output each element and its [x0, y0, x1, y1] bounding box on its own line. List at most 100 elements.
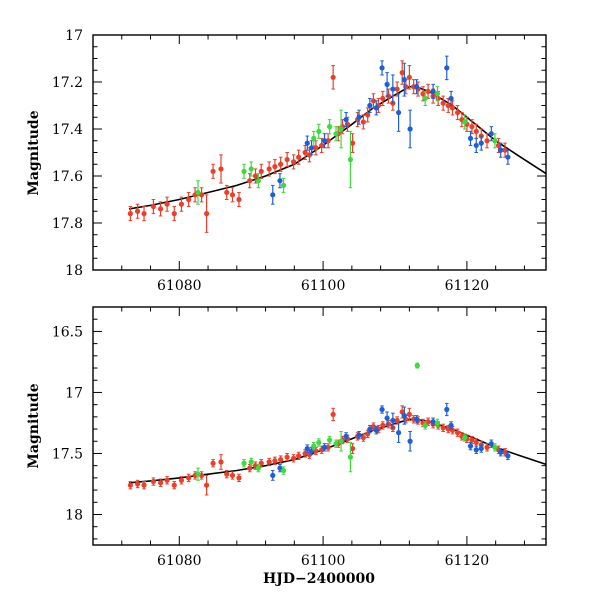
top-blue-data-point	[407, 126, 413, 132]
bottom-red-data-point	[272, 458, 278, 464]
bottom-green-data-point	[311, 443, 317, 449]
bottom-red-data-point	[469, 437, 475, 443]
bottom-blue-data-point	[467, 443, 474, 449]
bottom-red-data-point	[380, 422, 386, 428]
top-red-data-point	[229, 192, 236, 198]
top-green-data-point	[241, 168, 247, 174]
top-green-data-point	[347, 156, 354, 163]
top-blue-data-point	[356, 114, 362, 120]
top-blue-data-point	[498, 147, 504, 153]
bottom-red-data-point	[134, 481, 141, 487]
bottom-blue-data-point	[373, 427, 379, 433]
top-green-data-point	[311, 135, 317, 141]
top-red-data-point	[319, 142, 325, 149]
top-red-data-point	[127, 211, 133, 217]
bottom-y-tick-label: 18	[65, 507, 83, 523]
bottom-green-data-point	[248, 459, 254, 465]
top-green-data-point	[492, 138, 498, 144]
top-red-data-point	[454, 109, 461, 116]
bottom-red-data-point	[425, 419, 431, 425]
top-red-data-point	[399, 70, 405, 76]
bottom-red-data-point	[394, 417, 400, 424]
top-blue-data-point	[390, 86, 396, 92]
bottom-blue-data-point	[367, 426, 373, 432]
top-x-tick-label: 61080	[157, 278, 202, 294]
top-red-data-point	[502, 147, 508, 153]
bottom-blue-data-point	[413, 416, 420, 422]
bottom-blue-data-point	[448, 422, 454, 428]
bottom-green-data-point	[333, 441, 339, 447]
bottom-red-data-point	[178, 477, 185, 483]
top-blue-data-point	[488, 131, 494, 137]
top-red-data-point	[134, 208, 141, 214]
top-red-data-point	[171, 211, 177, 217]
top-red-data-point	[204, 211, 210, 217]
bottom-blue-data-point	[505, 453, 511, 459]
top-green-data-point	[333, 131, 339, 137]
bottom-green-data-point	[414, 362, 420, 369]
bottom-red-data-point	[473, 439, 479, 446]
bottom-green-data-point	[462, 434, 468, 441]
top-red-data-point	[484, 138, 490, 144]
bottom-red-data-point	[330, 411, 336, 418]
top-red-data-point	[440, 100, 446, 106]
top-blue-data-point	[384, 81, 390, 87]
bottom-red-data-point	[218, 459, 224, 465]
top-red-data-point	[236, 196, 242, 203]
top-y-tick-label: 17.8	[52, 216, 83, 232]
top-blue-data-point	[321, 138, 328, 144]
bottom-blue-data-point	[478, 445, 484, 452]
bottom-y-axis-title: Magnitude	[26, 383, 42, 468]
bottom-blue-data-point	[270, 472, 276, 479]
top-green-data-point	[462, 119, 468, 125]
top-red-data-point	[349, 140, 356, 146]
bottom-red-data-point	[150, 478, 156, 485]
bottom-blue-data-point	[356, 432, 362, 438]
top-blue-data-point	[277, 178, 283, 184]
top-green-data-point	[280, 182, 287, 188]
top-blue-data-point	[308, 145, 315, 151]
bottom-green-data-point	[326, 437, 333, 443]
top-y-tick-label: 17.2	[52, 75, 83, 91]
bottom-blue-data-point	[473, 447, 479, 453]
bottom-red-data-point	[236, 475, 242, 481]
bottom-blue-data-point	[390, 417, 396, 424]
bottom-red-data-point	[296, 453, 302, 459]
bottom-green-data-point	[492, 444, 498, 450]
top-y-tick-label: 18	[65, 263, 83, 279]
top-red-data-point	[420, 91, 426, 97]
bottom-red-data-point	[502, 449, 508, 455]
bottom-red-data-point	[284, 454, 290, 460]
top-green-data-point	[195, 189, 201, 196]
top-red-data-point	[473, 128, 479, 134]
bottom-red-data-point	[325, 444, 331, 450]
top-red-data-point	[164, 201, 170, 207]
top-red-data-point	[360, 119, 366, 125]
bottom-red-data-point	[484, 444, 490, 450]
bottom-red-data-point	[349, 445, 356, 452]
top-red-data-point	[449, 105, 456, 111]
top-red-data-point	[272, 164, 278, 170]
bottom-y-tick-label: 17	[65, 385, 83, 401]
bottom-x-tick-label: 61100	[301, 553, 346, 569]
top-red-data-point	[178, 201, 185, 207]
top-red-data-point	[325, 138, 331, 144]
top-blue-data-point	[395, 109, 402, 116]
top-blue-data-point	[478, 140, 484, 146]
top-red-data-point	[247, 178, 253, 184]
bottom-blue-data-point	[488, 441, 494, 447]
top-red-data-point	[291, 159, 297, 165]
top-red-data-point	[380, 95, 386, 102]
bottom-y-tick-label: 17.5	[52, 446, 83, 462]
bottom-red-data-point	[266, 459, 272, 465]
top-red-data-point	[278, 161, 284, 167]
bottom-red-data-point	[141, 482, 147, 488]
bottom-green-data-point	[422, 422, 428, 428]
top-blue-data-point	[448, 95, 454, 102]
bottom-red-data-point	[204, 482, 210, 488]
top-red-data-point	[394, 86, 400, 92]
top-blue-data-point	[473, 142, 479, 149]
top-red-data-point	[445, 102, 451, 109]
top-red-data-point	[266, 166, 272, 172]
